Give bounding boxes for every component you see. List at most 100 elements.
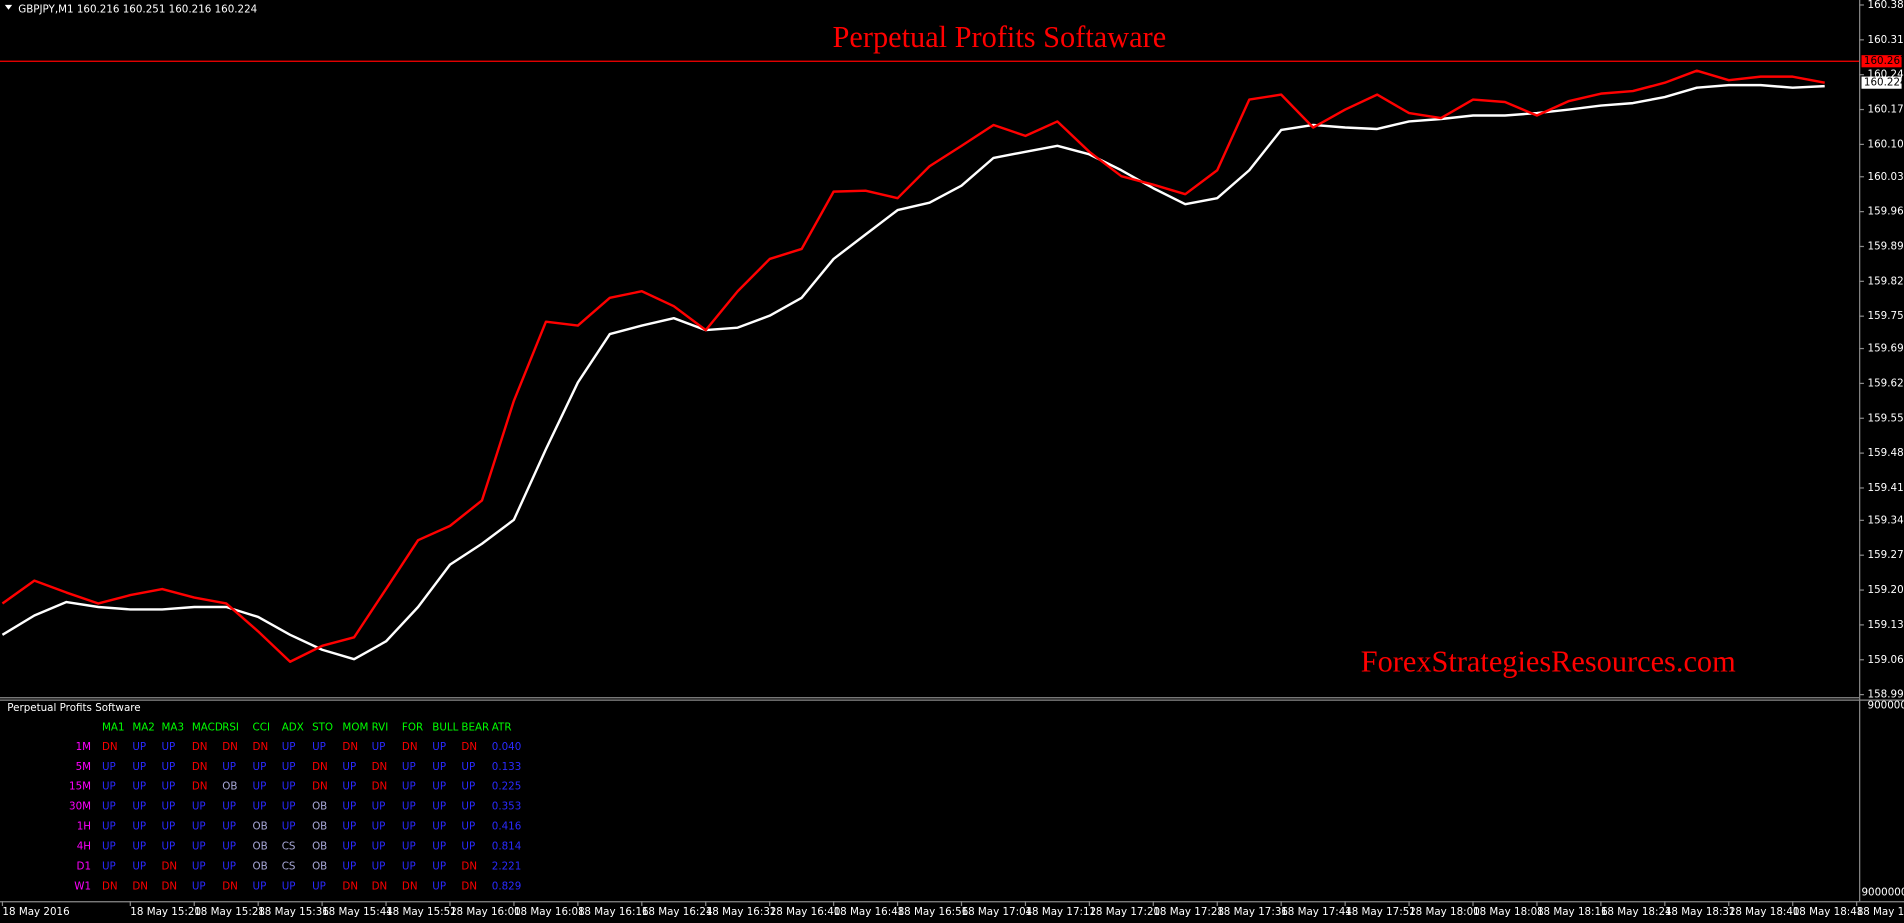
status-cell: UP — [372, 801, 386, 813]
status-cell: UP — [132, 741, 146, 753]
column-header: FOR — [402, 721, 423, 733]
x-tick-label: 18 May 18:24 — [1601, 906, 1672, 918]
status-cell: UP — [102, 840, 116, 852]
row-label: 30M — [69, 801, 91, 813]
status-cell: UP — [342, 860, 356, 872]
price-tag-label: 160.267 — [1864, 55, 1904, 67]
status-cell: UP — [402, 801, 416, 813]
status-cell: 2.221 — [492, 860, 522, 872]
status-cell: UP — [402, 821, 416, 833]
status-cell: UP — [432, 781, 446, 793]
x-tick-label: 18 May 16:48 — [834, 906, 905, 918]
status-cell: OB — [222, 781, 237, 793]
x-tick-label: 18 May 18:56 — [1857, 906, 1904, 918]
column-header: ATR — [492, 721, 512, 733]
row-label: 1M — [76, 741, 91, 753]
status-cell: UP — [132, 801, 146, 813]
x-tick-label: 18 May 15:52 — [386, 906, 457, 918]
status-cell: OB — [312, 801, 327, 813]
y-tick-label: 159.135 — [1868, 619, 1904, 631]
status-cell: DN — [312, 761, 328, 773]
status-cell: 0.416 — [492, 821, 522, 833]
row-label: 4H — [77, 840, 91, 852]
status-cell: DN — [192, 741, 208, 753]
x-tick-label: 18 May 18:48 — [1793, 906, 1864, 918]
status-cell: UP — [102, 860, 116, 872]
y-tick-label: 159.965 — [1868, 206, 1904, 218]
status-cell: UP — [432, 860, 446, 872]
column-header: RVI — [372, 721, 389, 733]
x-tick-label: 18 May 16:16 — [578, 906, 649, 918]
x-tick-label: 18 May 18:08 — [1473, 906, 1544, 918]
status-cell: DN — [372, 880, 388, 892]
y-tick-label: 159.410 — [1868, 482, 1904, 494]
x-tick-label: 18 May 15:20 — [130, 906, 201, 918]
status-cell: UP — [192, 801, 206, 813]
status-cell: DN — [461, 741, 477, 753]
y-tick-label: 159.620 — [1868, 377, 1904, 389]
price-tag — [1861, 55, 1902, 68]
status-cell: DN — [162, 860, 178, 872]
status-cell: CS — [282, 860, 296, 872]
status-cell: UP — [372, 821, 386, 833]
y-tick-label: 159.065 — [1868, 654, 1904, 666]
status-cell: UP — [432, 840, 446, 852]
status-cell: UP — [253, 880, 267, 892]
status-cell: UP — [222, 840, 236, 852]
y-tick-label: 159.205 — [1868, 584, 1904, 596]
watermark: ForexStrategiesResources.com — [1361, 644, 1736, 678]
status-cell: UP — [342, 761, 356, 773]
status-cell: OB — [312, 860, 327, 872]
status-cell: UP — [372, 860, 386, 872]
last-price-tag — [1861, 76, 1902, 89]
x-tick-label: 18 May 17:28 — [1153, 906, 1224, 918]
status-cell: DN — [372, 781, 388, 793]
status-cell: UP — [282, 880, 296, 892]
x-tick-label: 18 May 16:00 — [450, 906, 521, 918]
row-label: W1 — [74, 880, 91, 892]
status-cell: UP — [312, 741, 326, 753]
y-tick-label: 159.275 — [1868, 549, 1904, 561]
x-tick-label: 18 May 17:04 — [962, 906, 1033, 918]
status-cell: UP — [282, 821, 296, 833]
status-cell: UP — [342, 821, 356, 833]
status-cell: UP — [222, 761, 236, 773]
status-cell: UP — [282, 741, 296, 753]
status-cell: UP — [402, 860, 416, 872]
status-cell: OB — [312, 840, 327, 852]
status-cell: DN — [222, 741, 238, 753]
status-cell: UP — [432, 761, 446, 773]
column-header: MA2 — [132, 721, 155, 733]
status-cell: DN — [192, 781, 208, 793]
status-cell: DN — [192, 761, 208, 773]
status-cell: UP — [102, 801, 116, 813]
x-tick-label: 18 May 17:12 — [1025, 906, 1096, 918]
status-cell: UP — [461, 781, 475, 793]
column-header: BEAR — [461, 721, 489, 733]
status-cell: UP — [402, 840, 416, 852]
status-cell: CS — [282, 840, 296, 852]
status-cell: UP — [222, 821, 236, 833]
y-tick-label: 160.380 — [1868, 0, 1904, 11]
status-cell: DN — [342, 880, 358, 892]
status-cell: 0.353 — [492, 801, 522, 813]
x-tick-label: 18 May 16:24 — [642, 906, 713, 918]
status-cell: 0.814 — [492, 840, 522, 852]
status-cell: UP — [461, 801, 475, 813]
status-cell: UP — [132, 840, 146, 852]
y-tick-label: 159.895 — [1868, 240, 1904, 252]
y-tick-label: 160.035 — [1868, 171, 1904, 183]
status-cell: UP — [132, 761, 146, 773]
status-cell: UP — [192, 860, 206, 872]
ma-line — [1, 69, 1825, 663]
ma-line — [1, 83, 1825, 661]
column-header: MACD — [192, 721, 223, 733]
y-tick-label: 160.170 — [1868, 104, 1904, 116]
column-header: MA3 — [162, 721, 185, 733]
x-tick-label: 18 May 16:08 — [514, 906, 585, 918]
y-tick-label: 160.310 — [1868, 34, 1904, 46]
status-cell: DN — [461, 860, 477, 872]
status-cell: DN — [402, 741, 418, 753]
status-cell: DN — [222, 880, 238, 892]
status-cell: UP — [102, 781, 116, 793]
